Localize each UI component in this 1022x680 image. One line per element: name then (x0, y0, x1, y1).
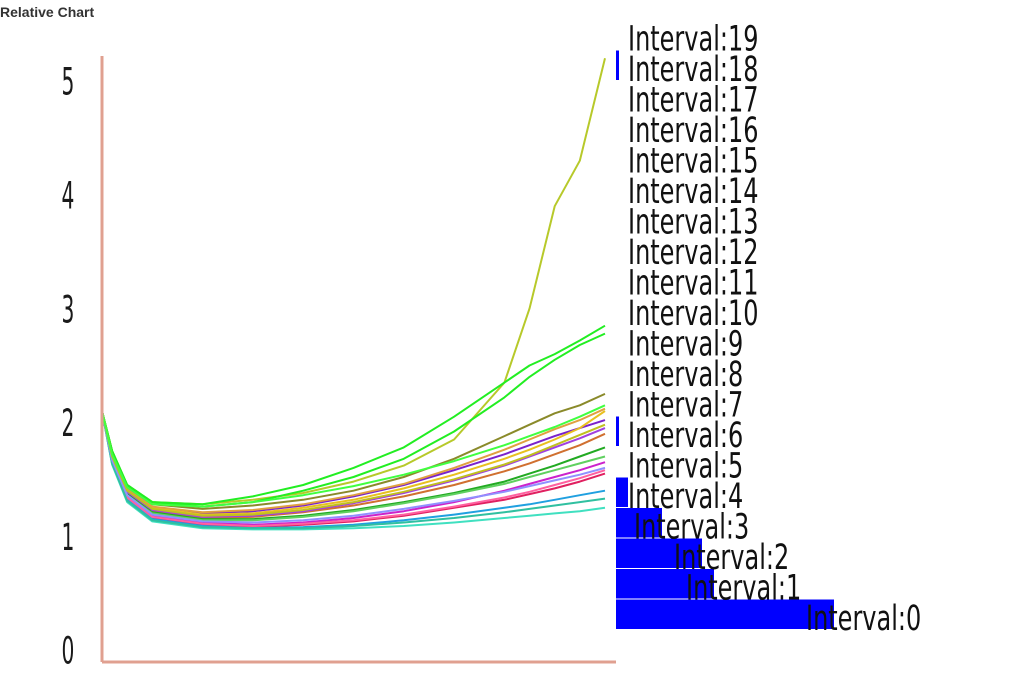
histogram-bar (616, 538, 702, 568)
y-tick-label: 3 (62, 288, 75, 332)
histogram-label: Interval:6 (628, 416, 743, 457)
histogram-label: Interval:13 (628, 202, 758, 243)
histogram-label: Interval:3 (634, 507, 749, 548)
histogram-label: Interval:14 (628, 172, 758, 213)
histogram-label: Interval:4 (628, 477, 743, 518)
histogram-label: Interval:7 (628, 385, 743, 426)
y-tick-label: 1 (62, 516, 75, 560)
line-series-s19 (101, 410, 606, 517)
line-series-s3 (101, 332, 606, 508)
histogram-bar (616, 477, 628, 507)
histogram-label: Interval:1 (686, 568, 801, 609)
y-tick-label: 0 (62, 630, 75, 674)
histogram-label: Interval:12 (628, 233, 758, 274)
histogram-label: Interval:8 (628, 355, 743, 396)
line-series-s5 (101, 410, 606, 515)
line-series-s16 (101, 410, 606, 527)
line-series-s20 (101, 404, 606, 508)
histogram-bar (616, 416, 619, 446)
line-series-s15 (101, 407, 606, 514)
histogram-label: Interval:5 (628, 446, 743, 487)
line-series-s17 (101, 410, 606, 530)
histogram-bar (616, 50, 619, 80)
chart-title: Relative Chart (0, 4, 95, 20)
line-series-group (101, 57, 606, 531)
histogram-bar (616, 508, 662, 538)
y-tick-label: 5 (62, 61, 75, 105)
histogram-label: Interval:11 (628, 263, 758, 304)
histogram-label: Interval:0 (806, 599, 921, 640)
histogram-label: Interval:15 (628, 141, 758, 182)
histogram-bar (616, 599, 834, 629)
histogram-label: Interval:19 (628, 19, 758, 60)
y-axis-ticks: 0 1 2 3 4 5 (62, 61, 75, 674)
histogram-bars (616, 50, 834, 629)
histogram-label: Interval:17 (628, 80, 758, 121)
histogram-labels: Interval:0Interval:1Interval:2Interval:3… (628, 19, 921, 639)
y-tick-label: 2 (62, 402, 75, 446)
histogram-bar (616, 569, 714, 599)
y-tick-label: 4 (62, 175, 75, 219)
histogram-label: Interval:16 (628, 111, 758, 152)
histogram-label: Interval:10 (628, 294, 758, 335)
histogram-label: Interval:9 (628, 324, 743, 365)
histogram-label: Interval:18 (628, 50, 758, 91)
line-series-s1 (101, 57, 606, 506)
histogram-label: Interval:2 (674, 538, 789, 579)
line-series-s18 (101, 410, 606, 524)
